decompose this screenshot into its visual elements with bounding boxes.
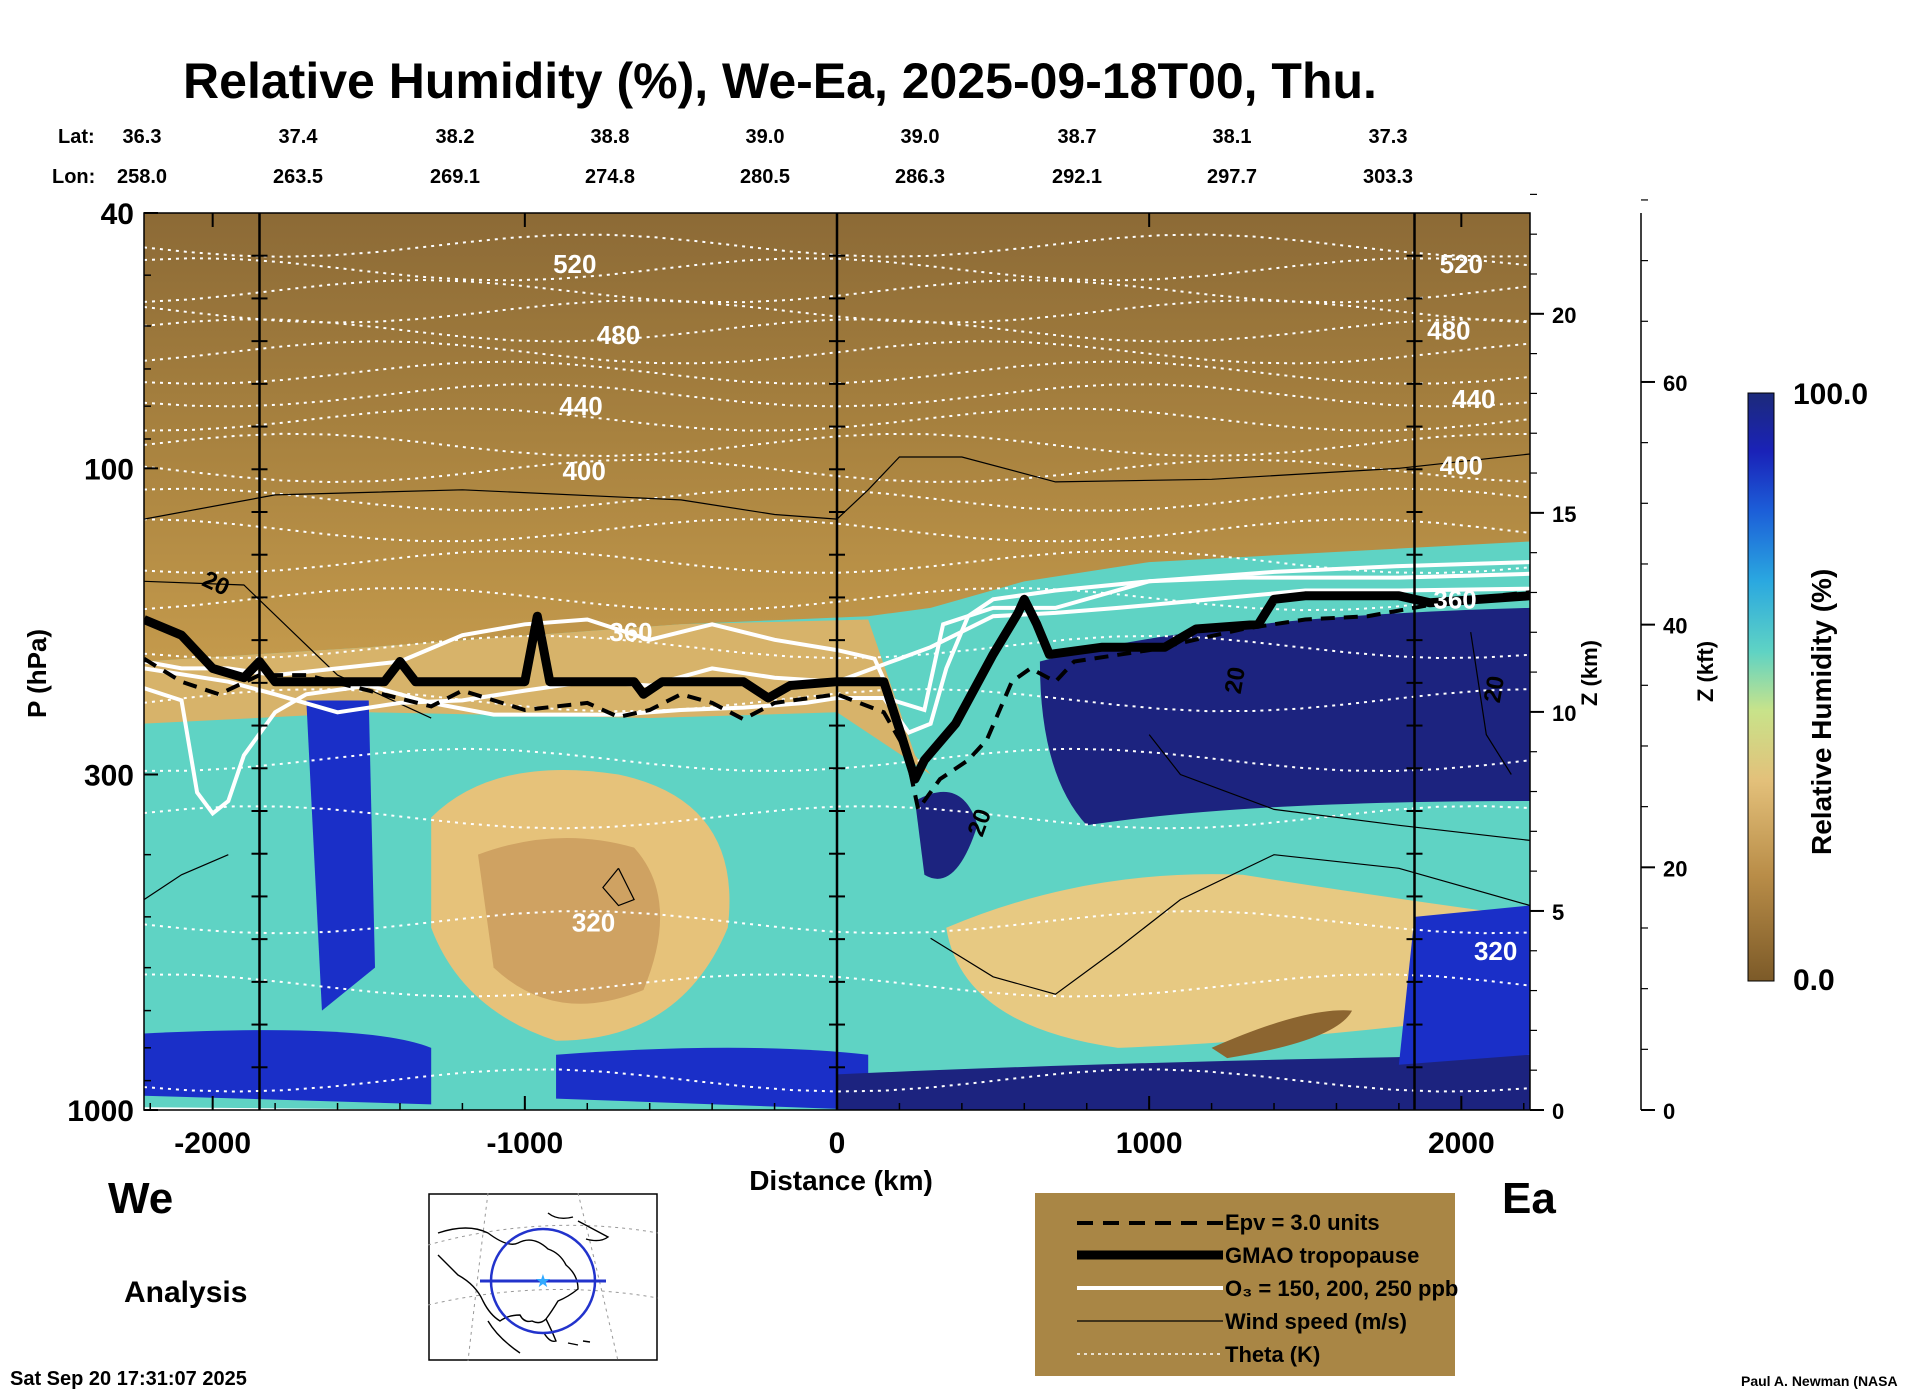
- lat-value: 38.1: [1212, 126, 1252, 148]
- lat-value: 37.3: [1368, 126, 1408, 148]
- theta-label: 440: [1452, 384, 1495, 414]
- lat-value: 39.0: [745, 126, 785, 148]
- lon-value: 292.1: [1051, 166, 1103, 188]
- zkm-tick-label: 15: [1552, 502, 1576, 527]
- x-tick-label: 0: [829, 1127, 846, 1160]
- theta-label: 320: [1474, 936, 1517, 966]
- x-tick-label: -2000: [174, 1127, 251, 1160]
- timestamp: Sat Sep 20 17:31:07 2025: [10, 1368, 247, 1390]
- theta-label: 400: [1440, 451, 1483, 481]
- lon-value: 263.5: [272, 166, 324, 188]
- chart-title: Relative Humidity (%), We-Ea, 2025-09-18…: [183, 53, 1377, 109]
- legend-wind-label: Wind speed (m/s): [1225, 1309, 1407, 1334]
- wind-label: 20: [1479, 674, 1510, 705]
- p-tick-label: 100: [84, 453, 134, 486]
- wind-speed-contour: [144, 854, 229, 901]
- rh-very-dry: [1211, 1010, 1353, 1059]
- theta-label: 400: [562, 456, 605, 486]
- zkft-tick-label: 60: [1663, 371, 1687, 396]
- theta-label: 480: [1427, 316, 1470, 346]
- legend-ozone-label: O₃ = 150, 200, 250 ppb: [1225, 1276, 1459, 1301]
- theta-label: 440: [559, 391, 602, 421]
- rh-moist-east-edge: [1398, 905, 1530, 1065]
- y-axis-label: P (hPa): [22, 628, 52, 718]
- zkft-tick-label: 40: [1663, 614, 1687, 639]
- theta-label: 480: [597, 320, 640, 350]
- lat-value: 38.2: [435, 126, 475, 148]
- lat-label: Lat:: [58, 126, 95, 148]
- legend-epv-label: Epv = 3.0 units: [1225, 1210, 1380, 1235]
- theta-label: 360: [1433, 584, 1476, 614]
- lon-value: 280.5: [739, 166, 791, 188]
- rh-moist-boundary-west: [144, 1030, 432, 1105]
- legend-samples: [1077, 1221, 1223, 1355]
- epv-contour: [144, 590, 1530, 815]
- theta-label: 520: [1440, 249, 1483, 279]
- wind-speed-contour: [1148, 734, 1530, 841]
- lat-value: 38.7: [1057, 126, 1097, 148]
- legend-tropopause-label: GMAO tropopause: [1225, 1243, 1420, 1268]
- wind-speed-contour: [1470, 632, 1512, 775]
- zkm-tick-label: 10: [1552, 701, 1576, 726]
- analysis-label: Analysis: [124, 1276, 248, 1309]
- lon-value: 297.7: [1206, 166, 1258, 188]
- zkm-tick-label: 5: [1552, 900, 1564, 925]
- wind-speed-contour: [930, 854, 1530, 995]
- location-map: ★: [428, 1193, 658, 1361]
- east-label: Ea: [1502, 1174, 1556, 1223]
- lat-value: 39.0: [900, 126, 940, 148]
- zkm-tick-label: 20: [1552, 303, 1576, 328]
- lon-value: 269.1: [429, 166, 481, 188]
- z-kft-label: Z (kft): [1693, 640, 1718, 702]
- p-tick-label: 1000: [67, 1095, 134, 1128]
- lon-value: 286.3: [894, 166, 946, 188]
- rh-moist-boundary-east: [837, 1054, 1530, 1110]
- axes: 40 100 300 1000 -2000 -1000 0 1000 2000 0 5 10 15 20 0…: [67, 193, 1687, 1160]
- rh-moist-column-west: [306, 700, 375, 1011]
- ozone-contour: [144, 571, 1530, 713]
- contour-overlays: 520 480 440 400 360 320 520 480 440 400 360 320 20 20…: [144, 213, 1530, 1110]
- wind-speed-contour: [144, 453, 1530, 520]
- lon-value: 303.3: [1362, 166, 1414, 188]
- x-axis-label: Distance (km): [749, 1165, 933, 1196]
- legend-theta-label: Theta (K): [1225, 1342, 1321, 1367]
- x-tick-label: 2000: [1428, 1127, 1495, 1160]
- colorbar-label: Relative Humidity (%): [1806, 568, 1837, 855]
- lon-value: 258.0: [116, 166, 168, 188]
- zkft-tick-label: 0: [1663, 1099, 1675, 1124]
- rh-dry-core: [478, 837, 661, 1004]
- lon-label: Lon:: [52, 166, 96, 188]
- lon-value: 274.8: [584, 166, 636, 188]
- wind-speed-contour: [602, 867, 635, 907]
- zkm-tick-label: 0: [1552, 1099, 1564, 1124]
- rh-dry-east: [946, 874, 1530, 1048]
- colorbar: [1747, 392, 1775, 982]
- lat-value: 38.8: [590, 126, 630, 148]
- lat-value: 36.3: [122, 126, 162, 148]
- credit-label: Paul A. Newman (NASA: [1741, 1373, 1898, 1389]
- legend: Epv = 3.0 units GMAO tropopause O₃ = 150…: [1035, 1193, 1459, 1376]
- theta-label: 360: [609, 617, 652, 647]
- rh-moist-trough: [915, 791, 978, 879]
- wind-label: 20: [1220, 665, 1251, 696]
- svg-text:★: ★: [535, 1271, 551, 1292]
- lat-value: 37.4: [278, 126, 318, 148]
- p-tick-label: 300: [84, 759, 134, 792]
- west-label: We: [108, 1174, 174, 1223]
- rh-moist-boundary-center: [556, 1047, 869, 1110]
- theta-label: 520: [553, 249, 596, 279]
- z-km-label: Z (km): [1577, 640, 1602, 706]
- x-tick-label: 1000: [1116, 1127, 1183, 1160]
- colorbar-max-label: 100.0: [1793, 378, 1869, 411]
- p-tick-label: 40: [101, 198, 134, 231]
- rh-moist-upper-east: [1039, 607, 1530, 826]
- zkft-tick-label: 20: [1663, 856, 1687, 881]
- rh-upper-dry: [144, 619, 931, 775]
- theta-label: 320: [572, 907, 615, 937]
- x-tick-label: -1000: [486, 1127, 563, 1160]
- ozone-contour: [144, 586, 1530, 715]
- colorbar-min-label: 0.0: [1793, 964, 1835, 997]
